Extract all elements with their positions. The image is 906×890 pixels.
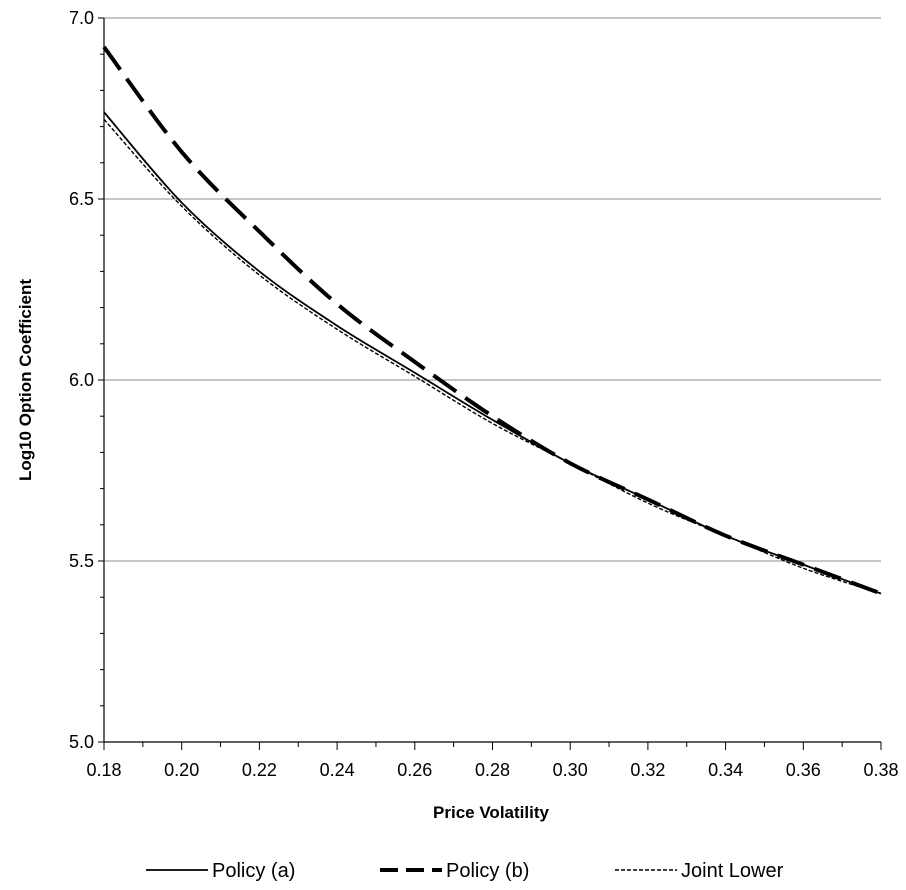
x-tick-label: 0.38 (863, 760, 898, 780)
series-line-0 (104, 112, 881, 593)
x-tick-label: 0.20 (164, 760, 199, 780)
gridlines (104, 18, 881, 561)
legend-label: Policy (b) (446, 860, 529, 882)
legend: Policy (a) Policy (b) Joint Lower (146, 860, 784, 882)
x-axis-ticks: 0.18 0.20 0.22 0.24 0.26 0.28 0.30 0.32 0.34 0.36… (86, 742, 898, 780)
x-tick-label: 0.24 (320, 760, 355, 780)
y-axis-ticks: 5.0 5.5 6.0 6.5 7.0 (69, 8, 104, 752)
y-tick-label: 6.0 (69, 370, 94, 390)
y-tick-label: 7.0 (69, 8, 94, 28)
series-line-2 (104, 119, 881, 593)
legend-label: Policy (a) (212, 860, 295, 882)
x-tick-label: 0.26 (397, 760, 432, 780)
y-tick-label: 5.5 (69, 551, 94, 571)
x-tick-label: 0.28 (475, 760, 510, 780)
legend-label: Joint Lower (681, 860, 784, 882)
y-axis-title: Log10 Option Coefficient (16, 279, 35, 481)
x-tick-label: 0.18 (86, 760, 121, 780)
y-tick-label: 5.0 (69, 732, 94, 752)
x-tick-label: 0.32 (630, 760, 665, 780)
series-lines (104, 47, 881, 594)
x-axis-title: Price Volatility (433, 803, 549, 822)
x-tick-label: 0.36 (786, 760, 821, 780)
series-line-1 (104, 47, 881, 594)
x-tick-label: 0.22 (242, 760, 277, 780)
x-tick-label: 0.34 (708, 760, 743, 780)
x-tick-label: 0.30 (553, 760, 588, 780)
y-tick-label: 6.5 (69, 189, 94, 209)
